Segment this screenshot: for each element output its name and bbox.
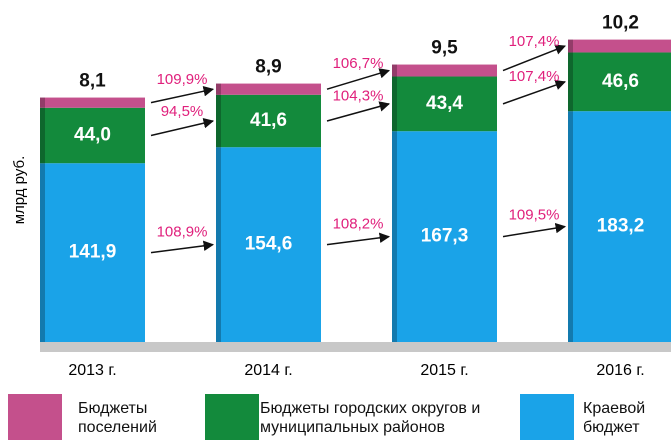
bar-bevel [392, 131, 397, 342]
bar-bevel [392, 64, 397, 77]
legend-swatch [205, 394, 259, 440]
bar-bevel [40, 97, 45, 108]
value-label: 41,6 [250, 110, 287, 131]
x-tick-label: 2016 г. [596, 362, 644, 379]
growth-label: 108,9% [157, 224, 208, 241]
bar-segment [40, 97, 145, 108]
value-label: 167,3 [421, 226, 469, 247]
growth-label: 108,2% [333, 216, 384, 233]
bar-bevel [40, 163, 45, 342]
growth-label: 104,3% [333, 87, 384, 104]
bar-segment [392, 131, 497, 342]
base-band [40, 342, 671, 352]
x-tick-label: 2014 г. [244, 362, 292, 379]
bar-bevel [392, 76, 397, 132]
value-label: 44,0 [74, 125, 111, 146]
growth-arrow [150, 240, 215, 254]
growth-label: 107,4% [509, 33, 560, 50]
bar-segment [568, 39, 671, 53]
growth-arrow [326, 101, 391, 122]
bar-bevel [216, 94, 221, 148]
bar-bevel [568, 52, 573, 112]
bar-bevel [40, 107, 45, 164]
bar-bevel [568, 111, 573, 342]
bar-bevel [568, 39, 573, 53]
total-label: 9,5 [431, 38, 458, 59]
legend-label: Бюджеты городских округов и муниципальны… [260, 400, 481, 436]
growth-label: 94,5% [161, 103, 204, 120]
bar-segment [40, 107, 145, 164]
y-axis-label: млрд руб. [11, 156, 28, 225]
bar-segment [392, 76, 497, 132]
value-label: 46,6 [602, 71, 639, 92]
total-label: 8,9 [255, 57, 281, 78]
total-label: 8,1 [79, 71, 106, 92]
bar-segment [216, 83, 321, 95]
bar-segment [392, 64, 497, 77]
bar-segment [568, 52, 671, 112]
growth-arrow [502, 222, 567, 238]
value-label: 154,6 [245, 234, 293, 255]
x-tick-label: 2015 г. [420, 362, 468, 379]
growth-label: 106,7% [333, 55, 384, 72]
growth-label: 109,9% [157, 71, 208, 88]
growth-label: 107,4% [509, 68, 560, 85]
legend-swatch [520, 394, 574, 440]
growth-arrow [150, 86, 215, 104]
growth-arrow [502, 44, 566, 72]
growth-label: 109,5% [509, 207, 560, 224]
value-label: 183,2 [597, 216, 645, 237]
value-label: 141,9 [69, 242, 117, 263]
growth-arrow [326, 68, 391, 90]
total-label: 10,2 [602, 13, 639, 34]
bar-segment [216, 94, 321, 148]
value-label: 43,4 [426, 93, 463, 114]
bar-segment [568, 111, 671, 342]
legend-label: Краевой бюджет [583, 400, 646, 436]
growth-arrow [326, 232, 391, 246]
bar-segment [40, 163, 145, 342]
legend-label: Бюджеты поселений [78, 400, 157, 436]
x-tick-label: 2013 г. [68, 362, 116, 379]
bar-segment [216, 147, 321, 342]
bar-bevel [216, 83, 221, 95]
growth-arrow [150, 118, 215, 137]
legend-swatch [8, 394, 62, 440]
growth-arrow [502, 80, 566, 105]
bar-bevel [216, 147, 221, 342]
